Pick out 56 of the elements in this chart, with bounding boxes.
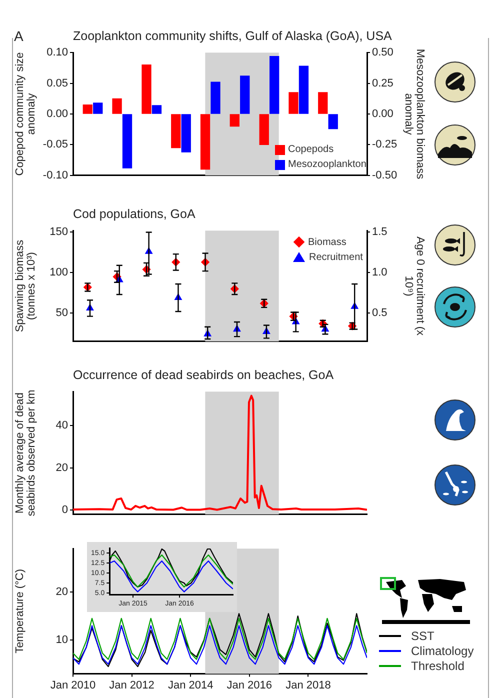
legend-label: Biomass [308,236,346,250]
y-tick-label: 40 [56,420,68,432]
bar [142,64,152,114]
y-tick-label: 100 [50,266,68,279]
text: A [14,28,24,44]
bar [200,114,210,170]
bar [210,82,220,114]
y2-tick-label: 1.0 [372,266,388,279]
y-tick-label: 150 [50,226,68,238]
y-tick-label: 0 [62,504,68,516]
bar [270,56,280,114]
chart-title: Occurrence of dead seabirds on beaches, GoA [72,367,335,383]
bar [298,66,309,114]
legend-label: Copepods [288,143,334,158]
y-axis-title: Temperature (°C) [14,568,26,654]
legend-label: Threshold [411,658,464,674]
y-tick-label: 50 [56,307,68,320]
legend-label: Recruitment [309,250,363,265]
x-tick-label: Jan 2012 [109,679,154,692]
x-tick-label: Jan 2018 [286,679,331,692]
y-tick-label: -0.10 [42,169,68,182]
x-tick-label: Jan 2010 [50,679,96,692]
bar [328,114,338,130]
chart-title: Cod populations, GoA [72,206,196,222]
bar [230,114,240,127]
legend-label: Climatology [411,644,474,659]
y-tick-label: 20 [56,586,68,598]
bar [259,114,269,146]
bar [318,92,328,114]
y-tick-label: -0.05 [42,138,68,151]
legend-label: SST [411,628,434,644]
x-tick-label: Jan 2016 [226,679,272,692]
chart-title: Zooplankton community shifts, Gulf of Alaska (GoA), USA [73,29,392,43]
y2-tick-label: 0.25 [372,77,394,90]
bar [240,76,250,114]
y-tick-label: 20 [56,462,68,474]
y2-axis-title: Mesozooplankton biomass anomaly [402,48,426,180]
y-axis-title: Copepod community size anomaly [14,52,38,176]
y2-tick-label: -0.25 [372,138,398,151]
legend-label: Mesozooplankton [288,158,366,172]
y2-tick-label: 0.00 [372,108,394,120]
bar [122,114,132,168]
bar [152,105,162,114]
y2-tick-label: -0.50 [372,169,398,182]
y2-tick-label: 0.5 [372,307,388,320]
bar [112,98,122,114]
x-tick-label: Jan 2014 [168,679,214,692]
y-tick-label: 0.10 [46,46,68,59]
y-axis-title: Monthly average of dead seabirds observed per km [14,390,38,516]
y2-tick-label: 1.5 [372,226,388,238]
y2-axis-title: Age 0 recruitment (x 10⁹) [402,236,426,336]
y2-tick-label: 0.50 [372,46,394,59]
y-axis-title: Spawning biomass (tonnes x 10³) [14,239,38,332]
y-tick-label: 0.05 [46,77,68,90]
y-tick-label: 0.00 [46,108,68,120]
y-tick-label: 10 [56,634,68,646]
